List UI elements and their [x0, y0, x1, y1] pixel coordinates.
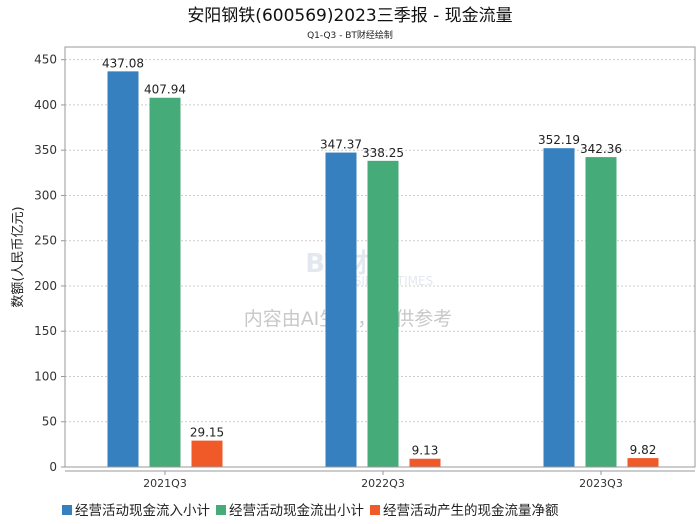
- data-label: 29.15: [190, 426, 224, 440]
- y-tick-label: 50: [42, 415, 57, 429]
- bar: [191, 440, 223, 467]
- data-label: 9.13: [412, 444, 439, 458]
- y-axis-label: 数额(人民币亿元): [11, 206, 26, 307]
- bar: [543, 148, 575, 467]
- x-tick-label: 2021Q3: [143, 477, 187, 490]
- y-tick-label: 150: [34, 324, 57, 338]
- data-label: 407.94: [144, 83, 186, 97]
- y-tick-label: 350: [34, 143, 57, 157]
- data-label: 338.25: [362, 146, 404, 160]
- legend-swatch: [216, 505, 226, 515]
- y-tick-label: 450: [34, 53, 57, 67]
- bar: [107, 71, 139, 467]
- legend-swatch: [62, 505, 72, 515]
- y-tick-label: 0: [49, 460, 57, 474]
- bar: [627, 458, 659, 467]
- bar: [409, 458, 441, 467]
- data-label: 347.37: [320, 138, 362, 152]
- chart-title: 安阳钢铁(600569)2023三季报 - 现金流量: [187, 6, 512, 26]
- data-label: 9.82: [630, 443, 657, 457]
- x-tick-label: 2022Q3: [361, 477, 405, 490]
- y-tick-label: 100: [34, 369, 57, 383]
- bar: [367, 160, 399, 467]
- data-label: 352.19: [538, 133, 580, 147]
- data-label: 342.36: [580, 142, 622, 156]
- legend-swatch: [370, 505, 380, 515]
- chart-subtitle: Q1-Q3 - BT财经绘制: [307, 29, 393, 41]
- legend-label[interactable]: 经营活动产生的现金流量净额: [383, 503, 559, 519]
- bar: [149, 97, 181, 468]
- y-tick-label: 300: [34, 188, 57, 202]
- legend-label[interactable]: 经营活动现金流入小计: [75, 503, 210, 519]
- x-tick-label: 2023Q3: [579, 477, 623, 490]
- bar: [325, 152, 357, 467]
- y-tick-label: 250: [34, 234, 57, 248]
- y-tick-label: 400: [34, 98, 57, 112]
- data-label: 437.08: [102, 56, 144, 70]
- bar: [585, 157, 617, 468]
- plot-frame: [64, 46, 696, 468]
- y-tick-label: 200: [34, 279, 57, 293]
- legend-label[interactable]: 经营活动现金流出小计: [229, 503, 364, 519]
